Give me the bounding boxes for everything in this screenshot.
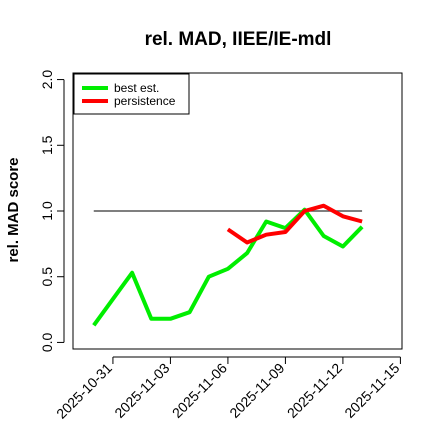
legend: best est. persistence [73,73,190,115]
y-tick-label: 2.0 [39,70,55,90]
x-tick-label: 2025-11-06 [169,360,230,421]
series-layer [92,203,364,327]
x-tick-label: 2025-10-31 [53,360,115,422]
legend-label-best-est: best est. [114,81,159,95]
series-line-best-est [92,207,364,327]
y-tick-label: 1.5 [39,135,55,155]
y-tick-label: 0.5 [39,267,55,287]
x-tick-label: 2025-11-09 [226,360,287,421]
chart-title: rel. MAD, IIEE/IE-mdl [145,29,332,50]
plot-frame [72,72,403,350]
y-tick-label: 0.0 [39,332,55,352]
x-tick-label: 2025-11-15 [341,360,402,421]
series-line-persistence [226,203,363,245]
x-tick-label: 2025-11-12 [284,360,345,421]
axis-layer: 0.00.51.01.52.02025-10-312025-11-032025-… [39,70,403,422]
legend-box [73,73,190,115]
x-tick-label: 2025-11-03 [111,360,172,421]
y-axis-label: rel. MAD score [5,157,22,262]
legend-label-persistence: persistence [114,94,176,108]
y-tick-label: 1.0 [39,201,55,221]
